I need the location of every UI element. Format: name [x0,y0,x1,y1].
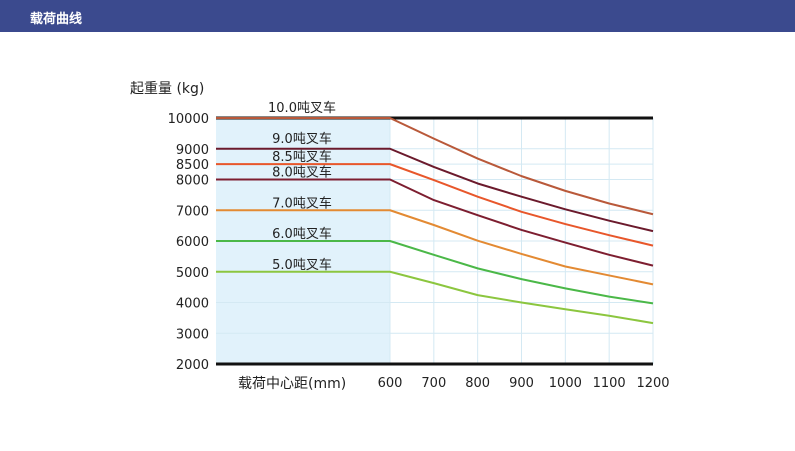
x-tick-label: 900 [509,376,534,391]
x-tick-label: 1200 [636,376,669,391]
series-line-1 [216,147,654,233]
y-tick-label: 2000 [176,358,209,373]
y-tick-label: 7000 [176,204,209,219]
series-label: 5.0吨叉车 [272,257,332,273]
series-label: 9.0吨叉车 [272,131,332,147]
y-tick-label: 10000 [168,112,209,127]
series-line-3 [216,178,654,267]
series-line-2 [216,163,654,247]
series-label: 6.0吨叉车 [272,226,332,242]
x-tick-label: 800 [465,376,490,391]
x-tick-label: 600 [378,376,403,391]
x-tick-label: 700 [421,376,446,391]
series-label: 10.0吨叉车 [268,100,336,116]
y-tick-label: 9000 [176,143,209,158]
series-line-5 [216,240,654,305]
series-line-4 [216,209,654,286]
x-tick-label: 1100 [593,376,626,391]
series-label: 8.0吨叉车 [272,165,332,181]
x-axis-label: 载荷中心距(mm) [238,376,346,392]
y-tick-label: 5000 [176,266,209,281]
y-axis-label: 起重量 (kg) [130,81,204,97]
y-tick-label: 8500 [176,158,209,173]
x-tick-label: 1000 [549,376,582,391]
series-line-0 [216,117,654,216]
series-label: 8.5吨叉车 [272,149,332,165]
series-label: 7.0吨叉车 [272,195,332,211]
y-tick-label: 8000 [176,174,209,189]
header-bar: 载荷曲线 [0,0,795,32]
series-line-6 [216,270,654,325]
header-title: 载荷曲线 [30,12,83,27]
y-tick-label: 3000 [176,327,209,342]
y-tick-label: 4000 [176,297,209,312]
y-tick-label: 6000 [176,235,209,250]
